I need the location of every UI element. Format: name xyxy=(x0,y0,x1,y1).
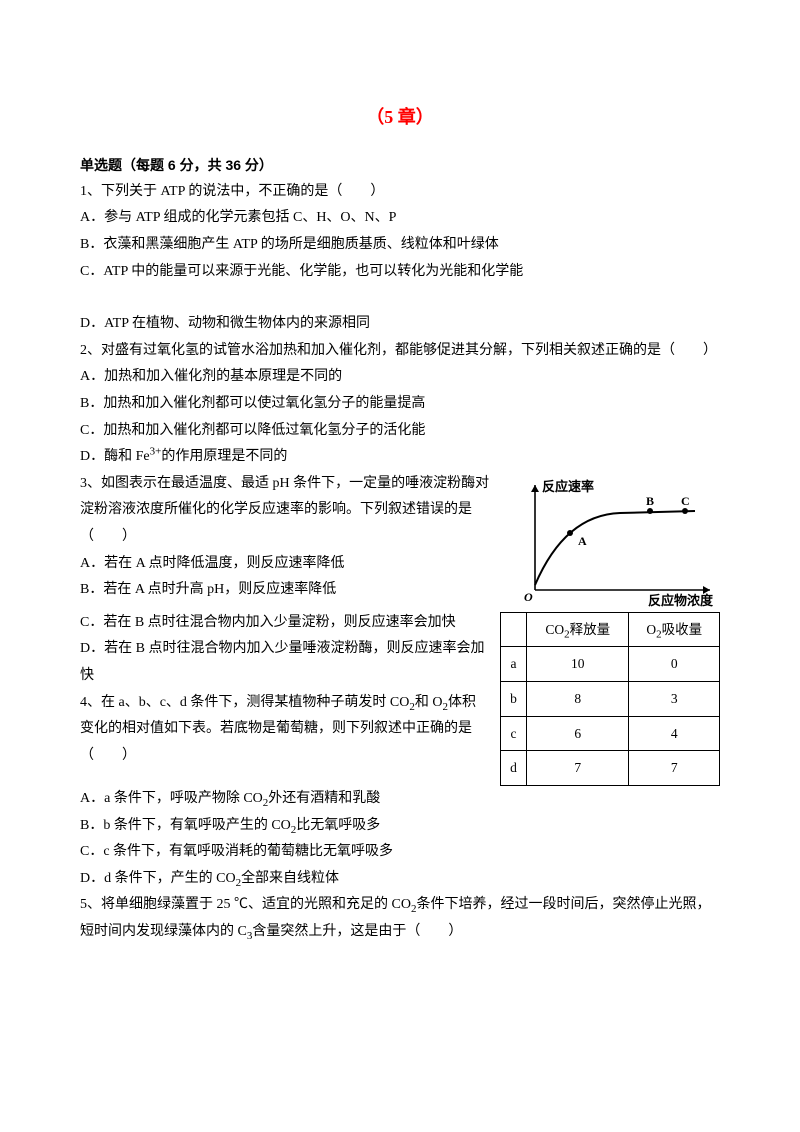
reaction-rate-graph: A B C 反应速率 O 反应物浓度 xyxy=(510,475,720,610)
question-3-4-row: C．若在 B 点时往混合物内加入少量淀粉，则反应速率会加快 D．若在 B 点时往… xyxy=(80,610,720,786)
table-header-o2: O2吸收量 xyxy=(629,612,720,647)
q4-option-a: A．a 条件下，呼吸产物除 CO2外还有酒精和乳酸 xyxy=(80,786,720,813)
svg-text:B: B xyxy=(646,494,654,508)
table-row: b 8 3 xyxy=(501,682,720,717)
data-table: CO2释放量 O2吸收量 a 10 0 b 8 3 c 6 4 d 7 7 xyxy=(500,612,720,786)
q4-option-b: B．b 条件下，有氧呼吸产生的 CO2比无氧呼吸多 xyxy=(80,813,720,840)
q1-option-b: B．衣藻和黑藻细胞产生 ATP 的场所是细胞质基质、线粒体和叶绿体 xyxy=(80,232,720,259)
table-header-blank xyxy=(501,612,527,647)
svg-text:反应物浓度: 反应物浓度 xyxy=(648,593,714,608)
q2-option-b: B．加热和加入催化剂都可以使过氧化氢分子的能量提高 xyxy=(80,391,720,418)
table-header-row: CO2释放量 O2吸收量 xyxy=(501,612,720,647)
q2-option-a: A．加热和加入催化剂的基本原理是不同的 xyxy=(80,364,720,391)
svg-text:A: A xyxy=(578,534,587,548)
svg-text:C: C xyxy=(681,494,690,508)
q1-option-d: D．ATP 在植物、动物和微生物体内的来源相同 xyxy=(80,311,720,338)
q3-option-a: A．若在 A 点时降低温度，则反应速率降低 xyxy=(80,551,500,578)
q5-stem: 5、将单细胞绿藻置于 25 ℃、适宜的光照和充足的 CO2条件下培养，经过一段时… xyxy=(80,892,720,945)
question-4-options: A．a 条件下，呼吸产物除 CO2外还有酒精和乳酸 B．b 条件下，有氧呼吸产生… xyxy=(80,786,720,892)
q3-option-c: C．若在 B 点时往混合物内加入少量淀粉，则反应速率会加快 xyxy=(80,610,488,637)
question-2: 2、对盛有过氧化氢的试管水浴加热和加入催化剂，都能够促进其分解，下列相关叙述正确… xyxy=(80,338,720,471)
question-1: 1、下列关于 ATP 的说法中，不正确的是（ ） A．参与 ATP 组成的化学元… xyxy=(80,179,720,338)
q3-option-d: D．若在 B 点时往混合物内加入少量唾液淀粉酶，则反应速率会加快 xyxy=(80,636,488,689)
table-row: d 7 7 xyxy=(501,751,720,786)
q1-stem: 1、下列关于 ATP 的说法中，不正确的是（ ） xyxy=(80,179,720,206)
svg-text:O: O xyxy=(524,590,533,604)
table-header-co2: CO2释放量 xyxy=(527,612,629,647)
table-row: c 6 4 xyxy=(501,716,720,751)
q4-option-d: D．d 条件下，产生的 CO2全部来自线粒体 xyxy=(80,866,720,893)
q3-option-b: B．若在 A 点时升高 pH，则反应速率降低 xyxy=(80,577,500,604)
q4-stem: 4、在 a、b、c、d 条件下，测得某植物种子萌发时 CO2和 O2体积变化的相… xyxy=(80,690,488,770)
q2-option-c: C．加热和加入催化剂都可以降低过氧化氢分子的活化能 xyxy=(80,418,720,445)
q2-stem: 2、对盛有过氧化氢的试管水浴加热和加入催化剂，都能够促进其分解，下列相关叙述正确… xyxy=(80,338,720,365)
q4-option-c: C．c 条件下，有氧呼吸消耗的葡萄糖比无氧呼吸多 xyxy=(80,839,720,866)
q1-option-a: A．参与 ATP 组成的化学元素包括 C、H、O、N、P xyxy=(80,205,720,232)
q1-option-c: C．ATP 中的能量可以来源于光能、化学能，也可以转化为光能和化学能 xyxy=(80,259,720,286)
q2-option-d: D．酶和 Fe3+的作用原理是不同的 xyxy=(80,444,720,471)
q3-stem: 3、如图表示在最适温度、最适 pH 条件下，一定量的唾液淀粉酶对淀粉溶液浓度所催… xyxy=(80,471,500,551)
table-row: a 10 0 xyxy=(501,647,720,682)
svg-text:反应速率: 反应速率 xyxy=(542,479,594,494)
chapter-title: （5 章） xyxy=(80,100,720,134)
question-3-row: 3、如图表示在最适温度、最适 pH 条件下，一定量的唾液淀粉酶对淀粉溶液浓度所催… xyxy=(80,471,720,610)
section-heading: 单选题（每题 6 分，共 36 分） xyxy=(80,152,720,179)
question-5: 5、将单细胞绿藻置于 25 ℃、适宜的光照和充足的 CO2条件下培养，经过一段时… xyxy=(80,892,720,945)
